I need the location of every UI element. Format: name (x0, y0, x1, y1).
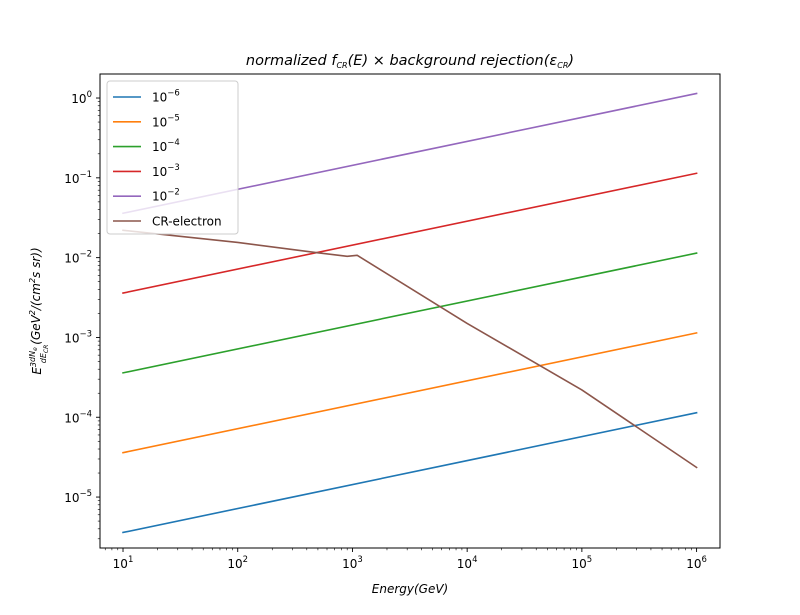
y-tick-label-4-exp: −2 (79, 250, 92, 260)
title-prefix: normalized (246, 53, 331, 69)
legend-box (106, 80, 239, 235)
ylabel-main: E (30, 367, 44, 375)
y-tick-label-5-exp: −1 (79, 170, 92, 180)
legend-label-6: CR-electron (152, 215, 222, 229)
x-tick-label-4: 104 (457, 555, 478, 571)
legend-label-5-base: 10 (152, 190, 167, 204)
x-tick-label-3-base: 10 (342, 557, 357, 571)
legend: 10−610−510−410−310−2CR-electron (106, 80, 239, 235)
x-tick-label-5: 105 (572, 555, 593, 571)
x-ticks: 101 102 103 104 105 106 (104, 548, 707, 571)
legend-label-4: 10−3 (152, 163, 180, 179)
plot-lines (122, 92, 698, 534)
title-mid: (E) × background rejection( (348, 53, 551, 69)
y-tick-label-1-base: 10 (64, 491, 79, 505)
axes-frame (99, 73, 721, 549)
ylabel-units-mid: /(cm (29, 283, 43, 311)
x-tick-label-4-base: 10 (457, 557, 472, 571)
series-line-1 (122, 411, 698, 534)
x-tick-label-5-exp: 5 (587, 555, 592, 565)
y-tick-label-1-exp: −5 (79, 489, 92, 499)
ylabel-frac-num: dN (28, 351, 37, 362)
legend-label-1: 10−6 (152, 89, 180, 105)
y-tick-label-3-exp: −3 (79, 329, 92, 339)
ylabel-units-sup: 2 (28, 310, 37, 315)
y-tick-label-2-base: 10 (64, 411, 79, 425)
legend-label-4-exp: −3 (167, 163, 180, 173)
legend-label-3-base: 10 (152, 140, 167, 154)
x-tick-label-1-exp: 1 (128, 555, 133, 565)
legend-label-1-base: 10 (152, 91, 167, 105)
y-tick-label-3: 10−3 (64, 329, 92, 345)
title-f-sub: CR (336, 61, 347, 70)
x-tick-label-6: 106 (686, 555, 707, 571)
series-line-3 (122, 252, 698, 374)
legend-label-4-base: 10 (152, 165, 167, 179)
x-tick-label-4-exp: 4 (472, 555, 477, 565)
chart-title: normalized fCR(E) × background rejection… (246, 53, 574, 70)
x-tick-label-6-exp: 6 (702, 555, 707, 565)
ylabel-main-sup: 3 (29, 362, 38, 367)
ylabel-frac-num-sub: e (32, 347, 39, 351)
legend-label-3: 10−4 (152, 138, 180, 154)
y-axis-label: E3dNedECR(GeV2/(cm2s sr)) (28, 247, 50, 374)
title-f: f (331, 53, 338, 69)
series-line-4 (122, 172, 698, 294)
x-tick-label-6-base: 10 (686, 557, 701, 571)
x-tick-label-2-base: 10 (227, 557, 242, 571)
y-tick-label-6-exp: 0 (87, 90, 92, 100)
y-tick-label-6: 100 (71, 90, 92, 106)
ylabel-units-close: s sr)) (29, 247, 43, 278)
legend-label-3-exp: −4 (167, 138, 180, 148)
y-tick-label-5: 10−1 (64, 170, 92, 186)
legend-label-2: 10−5 (152, 113, 180, 129)
x-tick-label-3: 103 (342, 555, 363, 571)
legend-label-1-exp: −6 (167, 89, 180, 99)
y-tick-label-2-exp: −4 (79, 409, 92, 419)
y-tick-label-1: 10−5 (64, 489, 92, 505)
series-line-6 (122, 229, 698, 469)
series-line-2 (122, 331, 698, 454)
ylabel-units-open: (GeV (29, 314, 43, 344)
legend-label-2-exp: −5 (167, 113, 180, 123)
x-tick-label-5-base: 10 (572, 557, 587, 571)
y-tick-label-4: 10−2 (64, 250, 92, 266)
ylabel-frac-den-sub: CR (43, 345, 50, 353)
legend-label-5: 10−2 (152, 188, 180, 204)
y-tick-label-3-base: 10 (64, 331, 79, 345)
ylabel-units-sup2: 2 (28, 278, 37, 283)
legend-label-2-base: 10 (152, 115, 167, 129)
legend-label-5-exp: −2 (167, 188, 180, 198)
x-tick-label-2-exp: 2 (243, 555, 248, 565)
title-suffix: ) (567, 53, 574, 69)
title-eps-sub: CR (557, 61, 568, 70)
y-tick-label-5-base: 10 (64, 172, 79, 186)
x-tick-label-1-base: 10 (113, 557, 128, 571)
y-tick-label-2: 10−4 (64, 409, 92, 425)
y-tick-label-4-base: 10 (64, 252, 79, 266)
title-eps: ε (549, 53, 557, 69)
x-axis-label: Energy(GeV) (372, 582, 448, 596)
x-tick-label-3-exp: 3 (357, 555, 362, 565)
x-tick-label-2: 102 (227, 555, 248, 571)
ylabel-frac-den: dE (39, 352, 48, 363)
y-tick-label-6-base: 10 (71, 92, 86, 106)
x-tick-label-1: 101 (113, 555, 134, 571)
